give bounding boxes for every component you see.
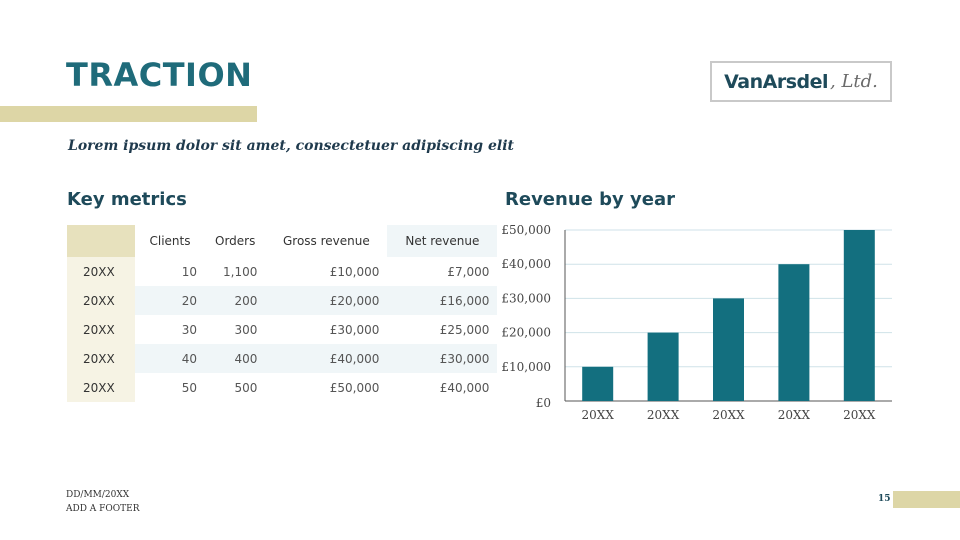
x-tick-label: 20XX [647, 408, 680, 422]
revenue-bar [778, 264, 810, 401]
table-cell-clients: 10 [181, 264, 197, 279]
table-cell-orders: 1,100 [223, 264, 258, 279]
x-tick-label: 20XX [582, 408, 615, 422]
y-tick-label: £30,000 [501, 291, 551, 305]
table-cell-gross-revenue: £30,000 [329, 322, 380, 337]
table-cell-clients: 20 [135, 286, 205, 315]
revenue-bar [582, 366, 614, 401]
revenue-bar [843, 230, 875, 401]
table-row: 20XX 50 500 £50,000 £40,000 [67, 373, 497, 402]
x-tick-label: 20XX [712, 408, 745, 422]
x-tick-label: 20XX [778, 408, 811, 422]
table-cell-clients: 50 [181, 380, 197, 395]
table-cell-clients: 30 [181, 322, 197, 337]
table-cell-orders: 200 [205, 286, 266, 315]
footer-accent-bar [893, 491, 960, 508]
y-tick-label: £20,000 [501, 326, 551, 340]
logo-strong-text: VanArsdel [724, 70, 829, 93]
table-cell-net-revenue: £7,000 [447, 264, 490, 279]
table-cell-year: 20XX [67, 344, 135, 373]
table-cell-year: 20XX [67, 257, 135, 286]
key-metrics-heading: Key metrics [67, 189, 187, 210]
table-cell-gross-revenue: £10,000 [329, 264, 380, 279]
revenue-bar [647, 332, 679, 401]
company-logo: VanArsdel, Ltd. [710, 61, 892, 102]
table-cell-net-revenue: £40,000 [439, 380, 490, 395]
y-tick-label: £10,000 [501, 360, 551, 374]
slide-subtitle: Lorem ipsum dolor sit amet, consectetuer… [68, 138, 514, 154]
table-cell-net-revenue: £16,000 [387, 286, 498, 315]
table-cell-clients: 40 [135, 344, 205, 373]
table-cell-year: 20XX [67, 315, 135, 344]
table-cell-orders: 400 [205, 344, 266, 373]
table-cell-gross-revenue: £50,000 [329, 380, 380, 395]
y-tick-label: £50,000 [501, 223, 551, 237]
table-cell-gross-revenue: £40,000 [265, 344, 388, 373]
revenue-chart-svg: £0 £10,000 £20,000 £30,000 £40,000 £50,000 20X… [501, 223, 892, 422]
table-cell-orders: 500 [234, 380, 258, 395]
table-header-row: Clients Orders Gross revenue Net revenue [67, 225, 498, 257]
table-cell-net-revenue: £25,000 [439, 322, 490, 337]
footer-text: ADD A FOOTER [66, 504, 140, 514]
x-tick-label: 20XX [843, 408, 876, 422]
revenue-bar [713, 298, 744, 401]
table-row: 20XX 10 1,100 £10,000 £7,000 [67, 257, 497, 286]
footer: DD/MM/20XX ADD A FOOTER [66, 488, 140, 516]
revenue-chart-title: Revenue by year [505, 189, 675, 210]
slide-title: TRACTION [66, 56, 253, 94]
table-cell-year: 20XX [67, 286, 135, 315]
table-cell-year: 20XX [67, 373, 135, 402]
y-tick-label: £40,000 [501, 257, 551, 271]
table-header-net-revenue: Net revenue [387, 225, 498, 257]
y-tick-label: £0 [536, 396, 551, 410]
key-metrics-table: Clients Orders Gross revenue Net revenue… [67, 225, 498, 402]
page-number: 15 [878, 494, 891, 504]
table-header-orders: Orders [215, 234, 256, 248]
table-header-corner [67, 225, 135, 257]
table-row: 20XX 30 300 £30,000 £25,000 [67, 315, 497, 344]
table-cell-gross-revenue: £20,000 [265, 286, 388, 315]
revenue-chart: £0 £10,000 £20,000 £30,000 £40,000 £50,000 20X… [500, 220, 900, 429]
table-cell-net-revenue: £30,000 [387, 344, 498, 373]
logo-rest-text: , Ltd. [830, 71, 878, 92]
table-row: 20XX 40 400 £40,000 £30,000 [67, 344, 498, 373]
footer-date: DD/MM/20XX [66, 490, 130, 500]
table-row: 20XX 20 200 £20,000 £16,000 [67, 286, 498, 315]
title-accent-bar [0, 106, 257, 122]
table-header-clients: Clients [149, 234, 191, 248]
table-cell-orders: 300 [234, 322, 258, 337]
table-header-gross-revenue: Gross revenue [282, 234, 370, 248]
